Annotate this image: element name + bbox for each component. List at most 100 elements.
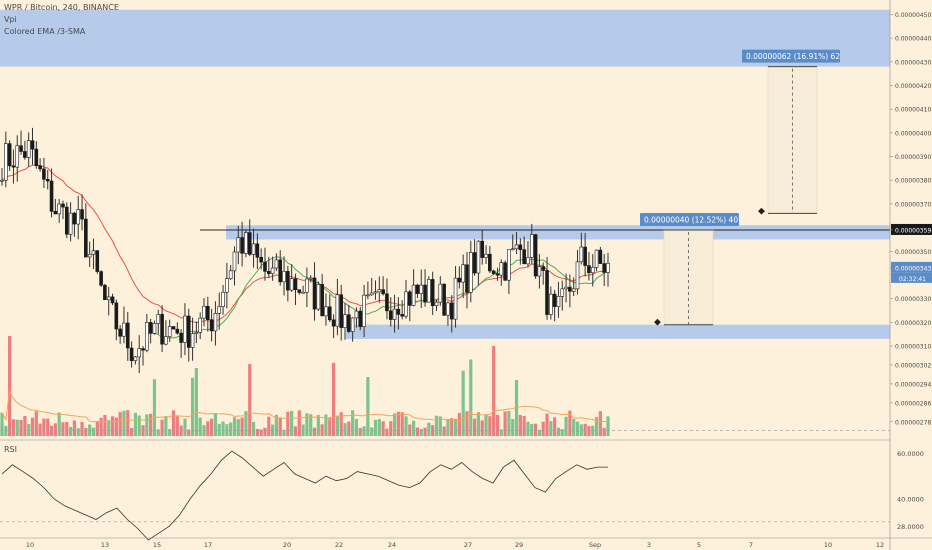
volume-bar bbox=[69, 426, 73, 436]
candle-body bbox=[499, 262, 504, 276]
candle-body bbox=[518, 244, 523, 250]
rsi-tick-label: 60.0000 bbox=[897, 450, 924, 458]
candle-body bbox=[156, 314, 161, 324]
candle-body bbox=[427, 279, 431, 303]
price-tick-label: 0.00000390 bbox=[895, 154, 931, 161]
volume-bar bbox=[240, 417, 244, 436]
candle-body bbox=[488, 253, 492, 272]
candle-body bbox=[26, 140, 31, 158]
candle-body bbox=[522, 249, 526, 265]
volume-bar bbox=[389, 421, 393, 436]
candle-body bbox=[312, 277, 317, 310]
volume-bar bbox=[351, 410, 355, 436]
candle-body bbox=[484, 253, 488, 258]
time-tick-label: 20 bbox=[283, 541, 291, 549]
price-tick-label: 0.00000410 bbox=[895, 107, 931, 114]
candle-body bbox=[186, 315, 191, 348]
candle-body bbox=[202, 305, 206, 319]
candle-body bbox=[4, 143, 8, 181]
price-tick-label: 0.00000330 bbox=[895, 296, 931, 303]
time-tick-label: 13 bbox=[101, 541, 109, 549]
candle-body bbox=[11, 165, 16, 168]
candle-body bbox=[247, 232, 252, 255]
volume-bar bbox=[301, 424, 305, 436]
volume-bar bbox=[484, 414, 488, 436]
rsi-label: RSI bbox=[4, 445, 17, 454]
candle-body bbox=[350, 317, 355, 332]
time-tick-label: 22 bbox=[335, 541, 343, 549]
rsi-tick-label: 28.0000 bbox=[897, 523, 924, 531]
volume-bar bbox=[19, 420, 23, 436]
price-tick-label: 0.00000420 bbox=[895, 83, 931, 90]
candle-body bbox=[45, 179, 50, 182]
candle-body bbox=[541, 266, 546, 271]
volume-bar bbox=[347, 421, 351, 436]
price-tag bbox=[891, 223, 932, 235]
anchor-icon: ◆ bbox=[758, 206, 765, 216]
candle-body bbox=[251, 243, 256, 255]
candle-body bbox=[221, 291, 225, 307]
volume-bar bbox=[362, 426, 366, 436]
volume-bar bbox=[572, 418, 576, 436]
volume-bar bbox=[320, 424, 324, 436]
candle-body bbox=[122, 322, 126, 337]
volume-bar bbox=[95, 421, 99, 436]
price-tick-label: 0.00000350 bbox=[895, 249, 931, 256]
candle-body bbox=[53, 211, 58, 215]
candle-body bbox=[335, 294, 340, 327]
volume-bar bbox=[473, 418, 477, 436]
candle-body bbox=[286, 271, 290, 291]
symbol-title[interactable]: WPR / Bitcoin, 240, BINANCE bbox=[4, 3, 119, 12]
volume-bar bbox=[366, 377, 370, 436]
volume-bar bbox=[274, 414, 279, 436]
volume-bar bbox=[354, 418, 359, 436]
candle-body bbox=[495, 273, 500, 276]
candle-body bbox=[270, 267, 275, 274]
candle-body bbox=[194, 332, 199, 334]
rsi-line bbox=[1, 450, 608, 541]
volume-bar bbox=[492, 346, 496, 436]
volume-bar bbox=[175, 416, 179, 436]
volume-bar bbox=[259, 429, 263, 436]
candle-body bbox=[415, 284, 420, 294]
volume-bar bbox=[370, 427, 374, 436]
candle-body bbox=[400, 314, 404, 317]
indicator-ema[interactable]: Colored EMA /3-SMA bbox=[4, 27, 86, 36]
volume-bar bbox=[49, 425, 54, 436]
price-tick-label: 0.00000310 bbox=[895, 344, 931, 351]
volume-bar bbox=[461, 370, 465, 436]
candle-body bbox=[308, 277, 313, 280]
volume-bar bbox=[34, 411, 38, 436]
time-tick-label: 5 bbox=[697, 541, 701, 549]
candle-body bbox=[583, 246, 587, 266]
support-resistance-zone bbox=[346, 324, 890, 339]
volume-bar bbox=[305, 413, 309, 436]
volume-bar bbox=[114, 417, 118, 436]
candle-body bbox=[514, 244, 519, 250]
candle-body bbox=[263, 261, 267, 272]
candle-body bbox=[30, 140, 35, 150]
time-tick-label: 10 bbox=[824, 541, 832, 549]
volume-bar bbox=[507, 410, 511, 436]
candle-body bbox=[457, 277, 462, 283]
candle-body bbox=[152, 323, 157, 334]
volume-bar bbox=[343, 423, 347, 436]
candle-body bbox=[579, 246, 584, 263]
volume-bar bbox=[373, 419, 378, 436]
volume-bar bbox=[221, 421, 225, 436]
volume-bar bbox=[129, 427, 134, 436]
candle-body bbox=[396, 308, 401, 315]
candle-body bbox=[114, 302, 119, 330]
candle-body bbox=[175, 328, 180, 334]
candle-body bbox=[362, 294, 366, 327]
candle-body bbox=[145, 322, 149, 351]
candle-body bbox=[358, 310, 363, 327]
price-tick-label: 0.00000343 bbox=[895, 265, 931, 272]
zones-layer bbox=[0, 9, 890, 339]
volume-bar bbox=[271, 424, 275, 436]
volume-bar bbox=[72, 420, 77, 436]
candle-body bbox=[103, 284, 107, 301]
indicator-vpi[interactable]: Vpi bbox=[4, 15, 17, 24]
volume-bar bbox=[419, 428, 423, 436]
